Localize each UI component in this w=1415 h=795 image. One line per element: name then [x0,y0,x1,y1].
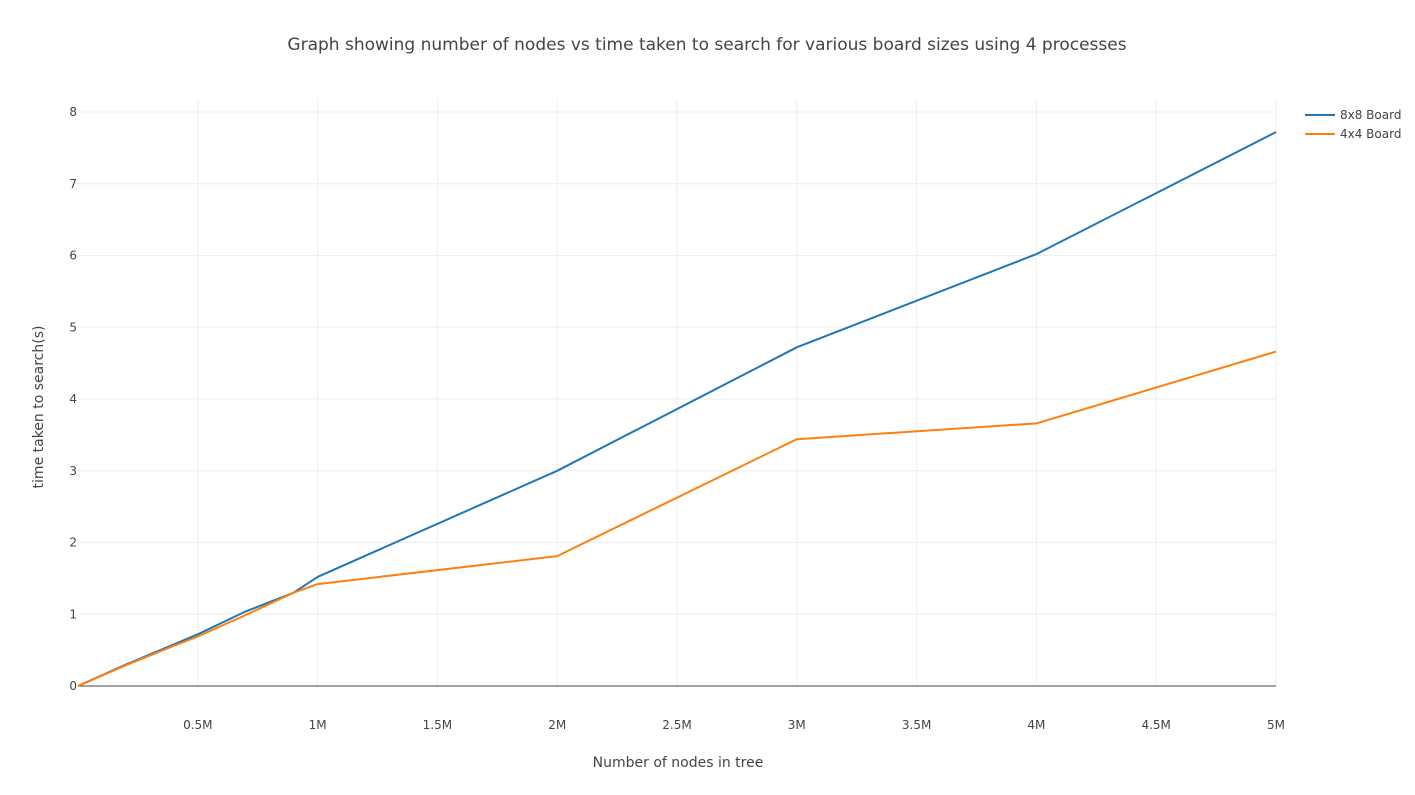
y-axis-label: time taken to search(s) [31,326,47,489]
y-tick-label: 3 [69,464,77,478]
series-lines [77,131,1277,687]
y-tick-label: 4 [69,392,77,406]
y-tick-label: 7 [69,177,77,191]
y-tick-label: 5 [69,320,77,334]
series-line-4x4-board [77,350,1277,687]
y-tick-label: 0 [69,679,77,693]
x-tick-label: 3M [788,718,806,732]
chart-title: Graph showing number of nodes vs time ta… [287,35,1126,55]
x-tick-label: 2M [548,718,566,732]
y-tick-label: 8 [69,105,77,119]
x-tick-label: 2.5M [662,718,691,732]
y-tick-label: 6 [69,249,77,263]
grid-lines [78,100,1277,686]
y-tick-label: 2 [69,536,77,550]
y-axis-ticks: 0 1 2 3 4 5 6 7 8 [69,105,77,693]
x-tick-label: 1.5M [423,718,452,732]
legend-label: 8x8 Board [1340,108,1401,122]
x-tick-label: 3.5M [902,718,931,732]
legend-item[interactable]: 4x4 Board [1305,127,1401,141]
x-axis-label: Number of nodes in tree [593,755,764,771]
legend[interactable]: 8x8 Board 4x4 Board [1305,108,1401,141]
x-tick-label: 0.5M [183,718,212,732]
x-tick-label: 5M [1267,718,1285,732]
y-tick-label: 1 [69,607,77,621]
legend-item[interactable]: 8x8 Board [1305,108,1401,122]
x-tick-label: 4M [1027,718,1045,732]
x-tick-label: 4.5M [1141,718,1170,732]
x-tick-label: 1M [309,718,327,732]
legend-label: 4x4 Board [1340,127,1401,141]
x-axis-ticks: 0.5M 1M 1.5M 2M 2.5M 3M 3.5M 4M 4.5M 5M [183,718,1285,732]
